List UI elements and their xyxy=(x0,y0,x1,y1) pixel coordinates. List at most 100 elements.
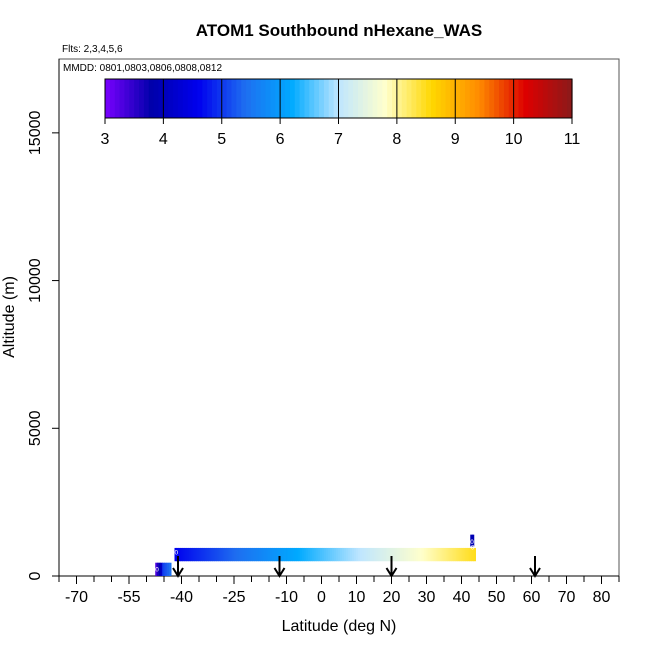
colorbar: 3 4 5 6 7 8 9 10 11 xyxy=(101,78,580,148)
data-strip xyxy=(472,534,475,547)
data-strip xyxy=(164,562,168,576)
data-strip xyxy=(349,547,353,562)
colorbar-swatch xyxy=(455,79,461,118)
colorbar-swatch xyxy=(289,79,296,118)
data-strip xyxy=(204,547,207,562)
colorbar-swatch xyxy=(440,79,447,118)
y-axis-label: Altitude (m) xyxy=(1,276,18,358)
colorbar-swatch xyxy=(255,79,262,118)
data-strip xyxy=(429,547,433,562)
x-tick-label: 40 xyxy=(453,589,471,606)
colorbar-swatch xyxy=(143,79,150,118)
data-strip xyxy=(395,547,399,562)
colorbar-swatch xyxy=(411,79,417,118)
data-strip xyxy=(246,547,249,562)
x-tick-label: 70 xyxy=(558,589,576,606)
data-strip xyxy=(423,547,427,562)
data-strip xyxy=(268,547,271,562)
colorbar-swatch xyxy=(426,79,432,118)
data-strip xyxy=(351,547,355,562)
data-strip xyxy=(316,547,319,562)
colorbar-swatch xyxy=(134,79,140,118)
data-strip xyxy=(288,547,291,562)
data-strip xyxy=(260,547,263,562)
data-strip xyxy=(471,547,475,562)
data-strip xyxy=(379,547,383,562)
colorbar-swatch xyxy=(377,79,383,118)
colorbar-swatch xyxy=(250,79,257,118)
data-strip xyxy=(431,547,435,562)
data-strip xyxy=(320,547,323,562)
data-strip xyxy=(425,547,429,562)
data-strip xyxy=(174,547,177,562)
colorbar-swatch xyxy=(304,79,310,118)
data-strip xyxy=(449,547,453,562)
colorbar-swatch xyxy=(513,79,520,118)
colorbar-swatch xyxy=(207,79,213,118)
colorbar-swatch xyxy=(168,79,174,118)
data-strip xyxy=(236,547,239,562)
data-strip xyxy=(226,547,229,562)
data-strip xyxy=(252,547,255,562)
data-strip xyxy=(248,547,251,562)
data-strip xyxy=(363,547,367,562)
data-strip xyxy=(401,547,405,562)
data-strip xyxy=(369,547,373,562)
colorbar-swatch xyxy=(460,79,466,118)
data-strip xyxy=(327,547,331,562)
data-strip xyxy=(361,547,365,562)
data-strip xyxy=(347,547,351,562)
data-strip xyxy=(353,547,357,562)
colorbar-swatch xyxy=(343,79,349,118)
data-strip xyxy=(238,547,241,562)
data-strip xyxy=(250,547,253,562)
data-strip xyxy=(357,547,361,562)
data-strip xyxy=(308,547,311,562)
colorbar-tick-label: 5 xyxy=(217,131,226,148)
colorbar-swatch xyxy=(357,79,364,118)
colorbar-swatch xyxy=(528,79,534,118)
x-axis-label: Latitude (deg N) xyxy=(282,618,397,635)
data-strip xyxy=(343,547,347,562)
data-strip xyxy=(341,547,345,562)
data-strip xyxy=(459,547,463,562)
data-strip xyxy=(365,547,369,562)
data-strip xyxy=(427,547,431,562)
data-strip xyxy=(224,547,227,562)
colorbar-swatch xyxy=(124,79,130,118)
data-strip xyxy=(433,547,437,562)
colorbar-swatch xyxy=(114,79,121,118)
colorbar-swatch xyxy=(469,79,476,118)
data-strip xyxy=(155,562,158,576)
data-strip xyxy=(306,547,309,562)
colorbar-swatch xyxy=(484,79,490,118)
data-strip xyxy=(300,547,303,562)
data-strip xyxy=(469,547,473,562)
data-strip xyxy=(220,547,223,562)
colorbar-swatch xyxy=(430,79,437,118)
colorbar-swatch xyxy=(494,79,500,118)
colorbar-swatch xyxy=(523,79,529,118)
data-strip xyxy=(367,547,371,562)
data-strip xyxy=(280,547,283,562)
flight-arrow-head xyxy=(529,567,541,578)
data-strip xyxy=(162,562,165,576)
data-strip xyxy=(266,547,269,562)
data-strip xyxy=(417,547,421,562)
colorbar-tick-label: 9 xyxy=(451,131,460,148)
data-strip xyxy=(274,547,277,562)
data-strip xyxy=(463,547,467,562)
dates-label: MMDD: 0801,0803,0806,0808,0812 xyxy=(63,63,222,74)
colorbar-swatch xyxy=(197,79,203,118)
colorbar-swatch xyxy=(416,79,422,118)
colorbar-swatch xyxy=(294,79,301,118)
data-strip xyxy=(212,547,215,562)
colorbar-swatch xyxy=(392,79,398,118)
data-strip xyxy=(314,547,317,562)
colorbar-swatch xyxy=(319,79,325,118)
data-strip xyxy=(337,547,341,562)
flight-arrow-head xyxy=(273,567,286,578)
colorbar-swatch xyxy=(231,79,237,118)
colorbar-swatch xyxy=(328,79,335,118)
colorbar-swatch xyxy=(284,79,291,118)
